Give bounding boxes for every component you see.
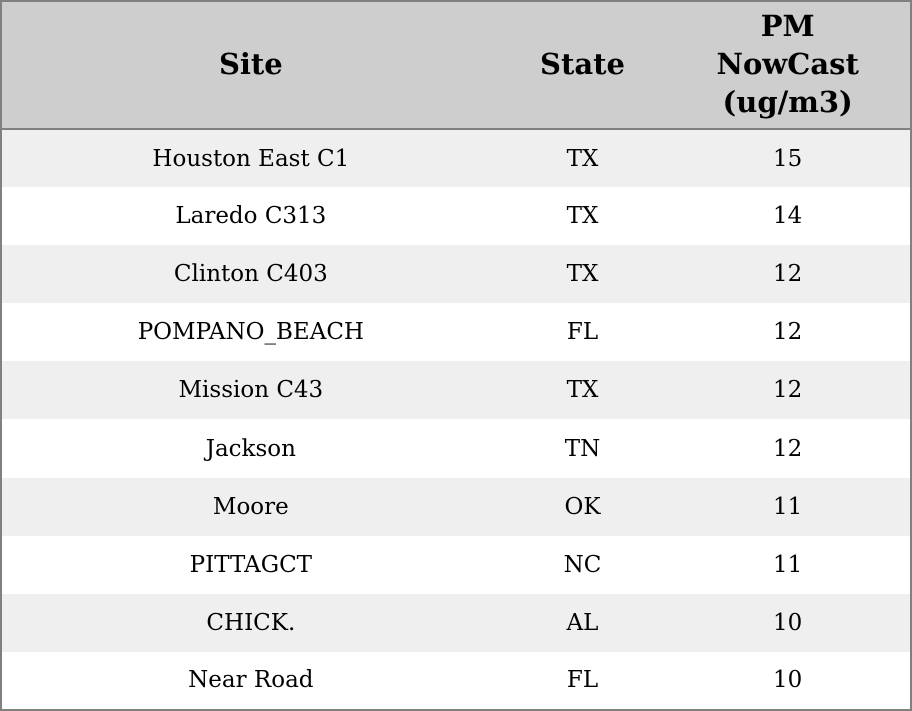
cell-state: TN xyxy=(564,435,601,462)
cell-site: Mission C43 xyxy=(178,377,324,404)
cell-state: TX xyxy=(566,145,599,172)
table-header: Site State PM NowCast (ug/m3) xyxy=(1,1,911,130)
table-row: Clinton C403 TX 12 xyxy=(1,245,911,304)
cell-site: Moore xyxy=(212,493,289,520)
cell-pm-nowcast: 12 xyxy=(773,261,803,288)
table-row: Jackson TN 12 xyxy=(1,419,911,478)
cell-state: TX xyxy=(566,203,599,230)
column-header-site: Site xyxy=(1,1,500,130)
cell-pm-nowcast: 12 xyxy=(773,377,803,404)
cell-state: FL xyxy=(566,319,599,346)
cell-site: POMPANO_BEACH xyxy=(137,319,364,346)
column-header-state: State xyxy=(499,1,666,130)
cell-pm-nowcast: 12 xyxy=(773,319,803,346)
cell-state: TX xyxy=(566,377,599,404)
cell-pm-nowcast: 15 xyxy=(773,145,803,172)
cell-pm-nowcast: 11 xyxy=(773,551,803,578)
cell-pm-nowcast: 10 xyxy=(773,609,803,636)
table-row: PITTAGCT NC 11 xyxy=(1,535,911,594)
cell-site: PITTAGCT xyxy=(189,551,313,578)
table-row: Houston East C1 TX 15 xyxy=(1,129,911,188)
cell-site: Clinton C403 xyxy=(173,261,328,288)
cell-pm-nowcast: 14 xyxy=(773,203,803,230)
table-row: POMPANO_BEACH FL 12 xyxy=(1,303,911,362)
table-row: Laredo C313 TX 14 xyxy=(1,187,911,246)
cell-pm-nowcast: 10 xyxy=(773,667,803,694)
column-header-pm-nowcast: PM NowCast (ug/m3) xyxy=(665,1,911,130)
cell-site: Near Road xyxy=(188,667,314,694)
table-row: CHICK. AL 10 xyxy=(1,593,911,652)
cell-state: OK xyxy=(564,493,601,520)
cell-state: NC xyxy=(563,551,602,578)
cell-pm-nowcast: 12 xyxy=(773,435,803,462)
cell-state: TX xyxy=(566,261,599,288)
cell-site: Jackson xyxy=(205,435,296,462)
table-row: Mission C43 TX 12 xyxy=(1,361,911,420)
cell-site: Laredo C313 xyxy=(175,203,327,230)
cell-pm-nowcast: 11 xyxy=(773,493,803,520)
table-row: Near Road FL 10 xyxy=(1,651,911,710)
header-row: Site State PM NowCast (ug/m3) xyxy=(1,1,911,130)
table-row: Moore OK 11 xyxy=(1,477,911,536)
cell-site: Houston East C1 xyxy=(152,145,350,172)
table-body: Houston East C1 TX 15 Laredo C313 TX 14 Clinto… xyxy=(1,129,911,710)
cell-state: AL xyxy=(566,609,599,636)
cell-state: FL xyxy=(566,667,599,694)
cell-site: CHICK. xyxy=(206,609,296,636)
